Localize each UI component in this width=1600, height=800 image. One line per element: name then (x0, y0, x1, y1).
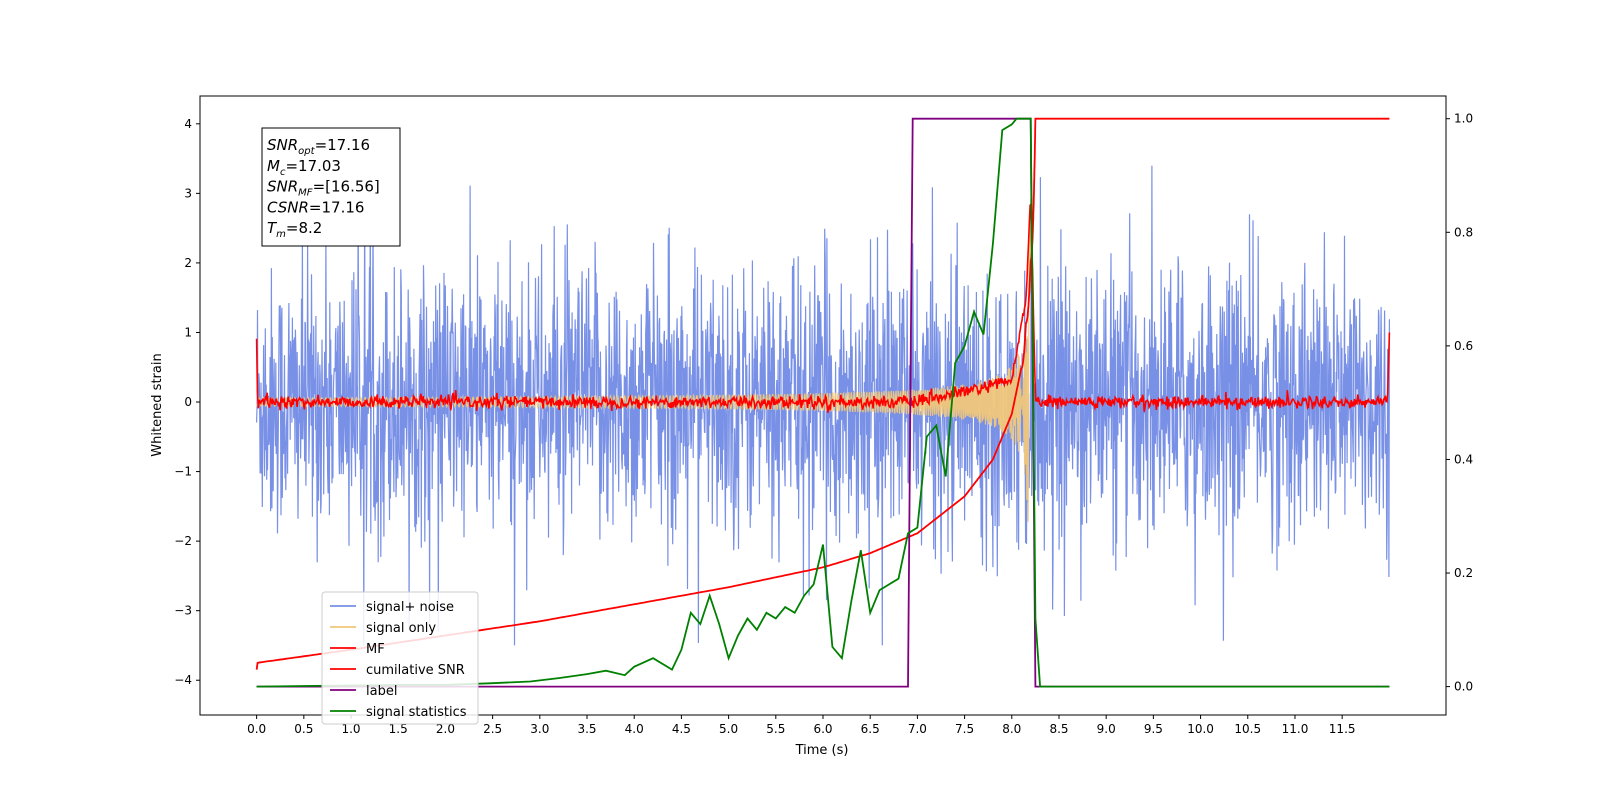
y-tick-label: 3 (184, 186, 192, 200)
annotation-box: SNRopt=17.16Mc=17.03SNRMF=[16.56]CSNR=17… (261, 127, 401, 247)
x-tick-label: 10.0 (1187, 722, 1214, 736)
x-tick-label: 2.0 (436, 722, 455, 736)
legend-label: MF (366, 642, 385, 657)
y-axis-left: −4 −3 −2 −1 0 1 2 3 4 (174, 117, 200, 687)
series-mf (255, 201, 1391, 413)
y2-tick-label: 0.4 (1454, 452, 1473, 466)
x-tick-label: 6.5 (861, 722, 880, 736)
y2-tick-label: 0.6 (1454, 339, 1473, 353)
x-tick-label: 2.5 (483, 722, 502, 736)
series-signal-statistics (256, 117, 1390, 688)
y-tick-label: −4 (174, 673, 192, 687)
x-tick-label: 9.5 (1144, 722, 1163, 736)
x-axis-label: Time (s) (795, 743, 849, 758)
annotation-frame (261, 127, 401, 247)
x-tick-label: 7.5 (955, 722, 974, 736)
x-tick-label: 9.0 (1097, 722, 1116, 736)
x-tick-label: 5.5 (766, 722, 785, 736)
y2-tick-label: 0.0 (1454, 680, 1473, 694)
annotation-line: SNRMF=[16.56] (267, 178, 380, 199)
x-tick-label: 8.0 (1002, 722, 1021, 736)
x-tick-label: 11.0 (1282, 722, 1309, 736)
legend-frame (321, 591, 479, 725)
series-signal-plus-noise (256, 165, 1390, 646)
y-tick-label: 1 (184, 325, 192, 339)
x-tick-label: 10.5 (1234, 722, 1261, 736)
x-tick-label: 7.0 (908, 722, 927, 736)
series-signal-only (256, 198, 1032, 522)
annotation-line: Mc=17.03 (267, 157, 341, 178)
x-tick-label: 0.5 (294, 722, 313, 736)
y-tick-label: 4 (184, 117, 192, 131)
x-tick-label: 4.5 (672, 722, 691, 736)
legend-label: signal+ noise (366, 600, 454, 615)
legend-label: label (366, 684, 397, 699)
x-tick-label: 3.5 (577, 722, 596, 736)
y2-tick-label: 0.8 (1454, 225, 1473, 239)
legend-label: signal statistics (366, 705, 467, 720)
x-axis: 0.0 0.5 1.0 1.5 2.0 2.5 3.0 3.5 4.0 4.5 5.0 5.5 6.0 6… (247, 715, 1356, 736)
annotation-line: SNRopt=17.16 (267, 136, 370, 157)
y2-tick-label: 1.0 (1454, 112, 1473, 126)
y-tick-label: 0 (184, 395, 192, 409)
y-tick-label: −2 (174, 534, 192, 548)
x-tick-label: 1.5 (389, 722, 408, 736)
y-axis-right: 0.0 0.2 0.4 0.6 0.8 1.0 (1446, 112, 1473, 694)
legend: signal+ noise signal only MF cumilative SNR… (321, 591, 479, 725)
y-axis-label: Whitened strain (150, 353, 165, 456)
annotation-line: Tm=8.2 (267, 219, 322, 240)
x-tick-label: 11.5 (1329, 722, 1356, 736)
x-tick-label: 4.0 (625, 722, 644, 736)
y-tick-label: −1 (174, 465, 192, 479)
y-tick-label: −3 (174, 604, 192, 618)
x-tick-label: 5.0 (719, 722, 738, 736)
legend-label: signal only (366, 621, 436, 636)
y2-tick-label: 0.2 (1454, 566, 1473, 580)
x-tick-label: 8.5 (1049, 722, 1068, 736)
x-tick-label: 0.0 (247, 722, 266, 736)
x-tick-label: 3.0 (530, 722, 549, 736)
y-tick-label: 2 (184, 256, 192, 270)
x-tick-label: 1.0 (341, 722, 360, 736)
annotation-line: CSNR=17.16 (267, 198, 364, 216)
legend-label: cumilative SNR (366, 663, 465, 678)
x-tick-label: 6.0 (813, 722, 832, 736)
